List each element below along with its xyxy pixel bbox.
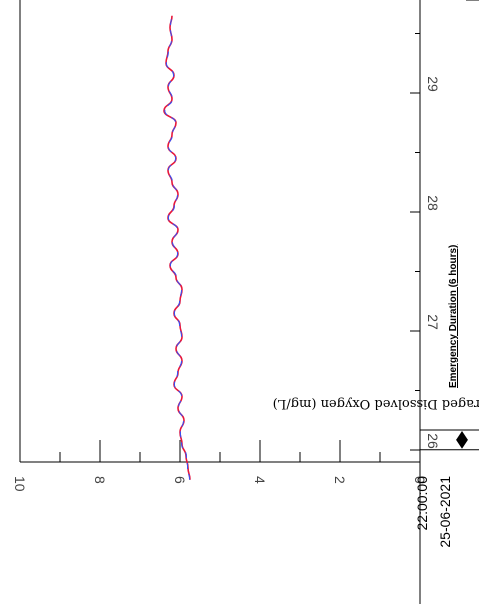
value-tick-label: 2 — [332, 476, 348, 484]
value-tick-label: 4 — [252, 476, 268, 484]
annotation-arrowhead — [456, 439, 468, 449]
x-start-date-label: 25-06-2021 — [437, 476, 453, 548]
y-axis-label: Depth-averaged Dissolved Oxygen (mg/L) — [273, 396, 479, 411]
time-tick-label: 27 — [425, 314, 441, 330]
value-tick-label: 6 — [172, 476, 188, 484]
value-tick-label: 10 — [12, 476, 28, 492]
series-line — [163, 15, 191, 480]
value-tick-label: 8 — [92, 476, 108, 484]
emergency-duration-label: Emergency Duration (6 hours) — [448, 245, 459, 388]
x-start-time-label: 22:00:00 — [414, 476, 430, 531]
axes: 0 2 4 6 8 10 26 27 28 29 — [12, 33, 441, 492]
time-tick-label: 28 — [425, 195, 441, 211]
annotation-arrowhead — [456, 431, 468, 440]
time-tick-label: 26 — [425, 433, 441, 449]
series-group — [163, 15, 191, 480]
value-tick-label: 0 — [412, 476, 428, 484]
emergency-annotation — [420, 0, 479, 451]
series-line — [164, 15, 191, 480]
time-tick-label: 29 — [425, 76, 441, 92]
